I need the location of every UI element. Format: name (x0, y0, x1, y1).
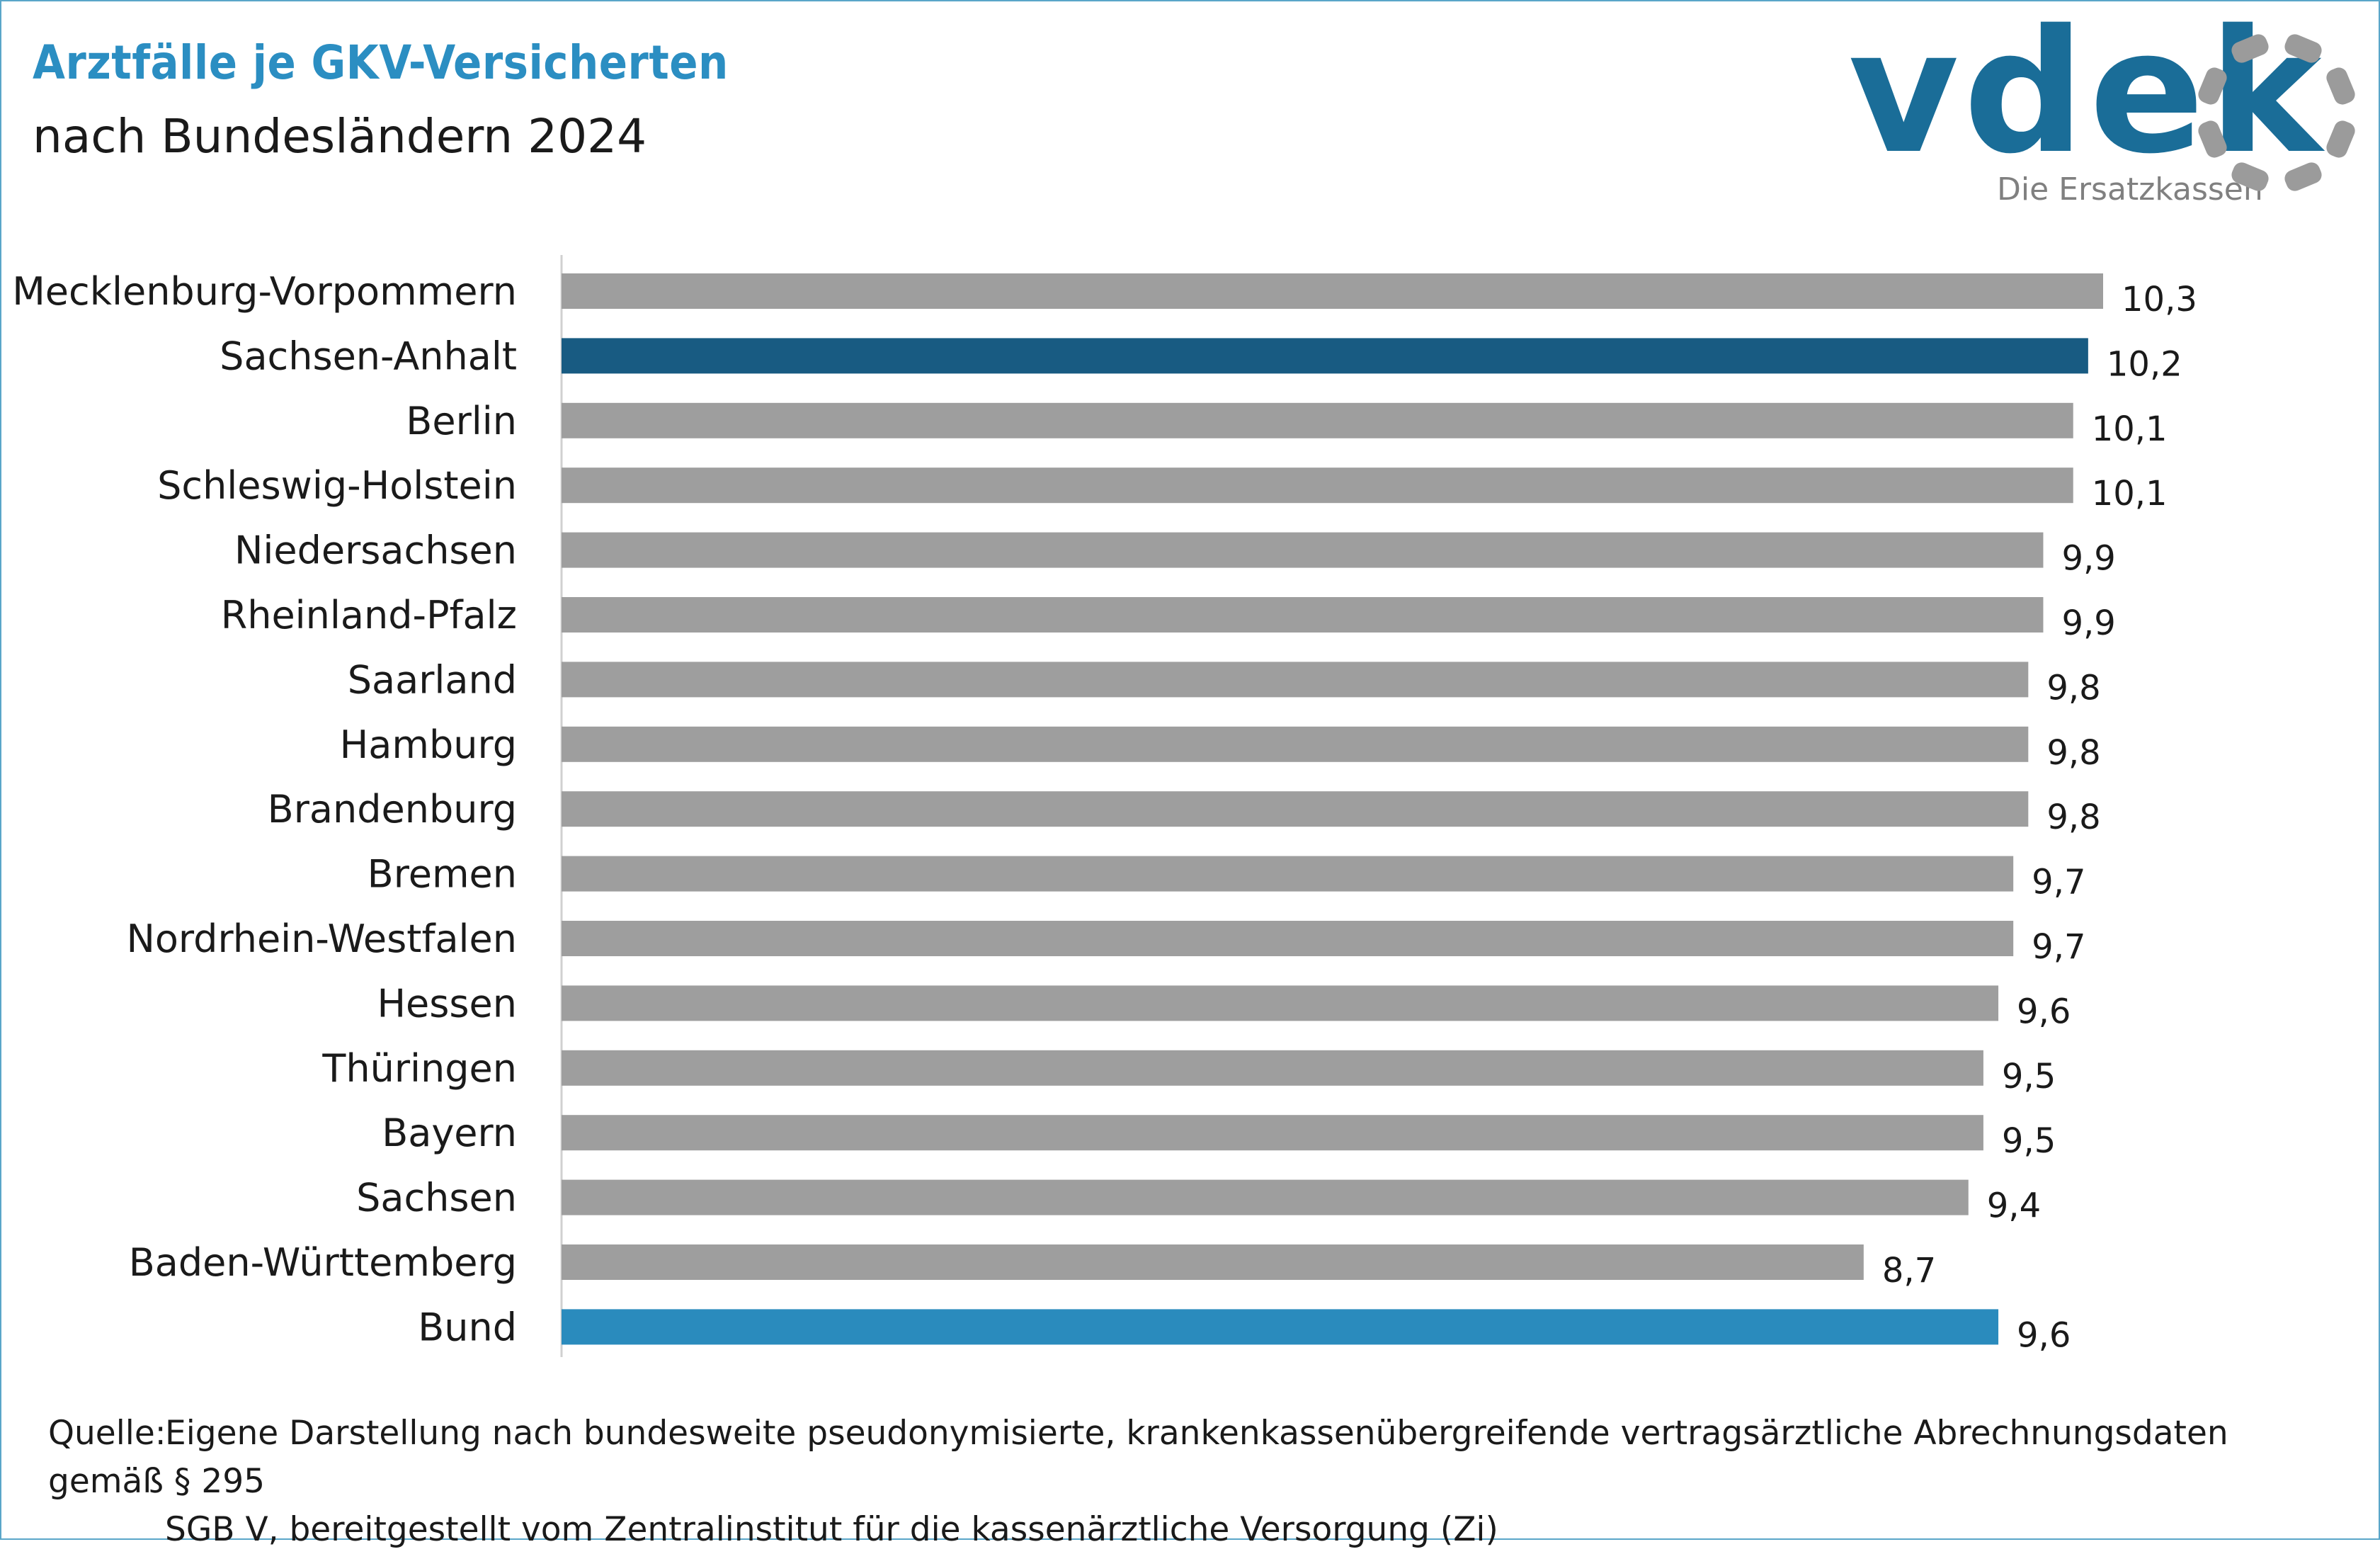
logo-tagline: Die Ersatzkassen (1997, 171, 2263, 208)
bar (562, 1050, 1983, 1086)
category-label: Baden-Württemberg (129, 1240, 517, 1285)
source-note: Quelle:Eigene Darstellung nach bundeswei… (48, 1410, 2342, 1554)
bar (562, 985, 1999, 1021)
bar (562, 338, 2088, 374)
category-label: Nordrhein-Westfalen (127, 917, 518, 961)
category-label: Rheinland-Pfalz (221, 593, 517, 637)
category-label: Sachsen-Anhalt (220, 334, 517, 378)
category-label: Bund (418, 1305, 517, 1349)
category-label: Hessen (377, 981, 517, 1026)
value-label: 9,8 (2046, 733, 2100, 773)
value-label: 10,1 (2092, 409, 2168, 449)
logo-ring-segment (2198, 67, 2227, 105)
bar (562, 467, 2073, 504)
category-label: Schleswig-Holstein (157, 463, 517, 508)
bar (562, 1309, 1999, 1345)
logo-ring-segment (2231, 34, 2269, 63)
bar (562, 921, 2014, 956)
value-label: 9,7 (2032, 863, 2085, 902)
category-label: Hamburg (340, 722, 517, 767)
logo-ring-segment (2198, 120, 2227, 158)
bar (562, 856, 2014, 892)
category-label: Brandenburg (268, 787, 517, 832)
bar (562, 662, 2029, 698)
value-label: 9,5 (2002, 1121, 2056, 1161)
bar (562, 726, 2029, 762)
category-label: Niedersachsen (234, 528, 517, 573)
value-label: 9,9 (2061, 539, 2115, 579)
bar (562, 532, 2044, 568)
bar (562, 791, 2029, 827)
category-label: Saarland (348, 657, 517, 702)
logo-ring-segment (2284, 162, 2322, 191)
logo-ring-segment (2326, 120, 2355, 158)
category-label: Bremen (368, 852, 517, 897)
logo-ring-segment (2231, 162, 2269, 191)
logo-ring-icon (2198, 34, 2355, 191)
vdek-logo: vdek Die Ersatzkassen (1834, 7, 2372, 208)
bar (562, 1244, 1864, 1280)
value-label: 9,6 (2017, 992, 2071, 1031)
bar (562, 273, 2103, 309)
value-label: 9,4 (1987, 1186, 2041, 1226)
category-label: Thüringen (321, 1046, 517, 1091)
value-label: 9,5 (2002, 1057, 2056, 1096)
bar (562, 402, 2073, 438)
source-line-2: SGB V, bereitgestellt vom Zentralinstitu… (165, 1510, 1498, 1549)
bar (562, 1115, 1983, 1151)
logo-ring-segment (2284, 34, 2322, 63)
value-label: 10,1 (2092, 474, 2168, 514)
bar (562, 1179, 1969, 1215)
chart-subtitle: nach Bundesländern 2024 (33, 109, 647, 164)
value-label: 10,3 (2122, 280, 2197, 319)
source-line-1: Eigene Darstellung nach bundesweite pseu… (48, 1414, 2228, 1501)
source-label: Quelle: (48, 1414, 166, 1453)
value-label: 9,7 (2032, 927, 2085, 967)
logo-ring-segment (2326, 67, 2355, 105)
value-label: 8,7 (1882, 1251, 1936, 1291)
value-label: 9,6 (2017, 1315, 2071, 1355)
chart-title: Arztfälle je GKV-Versicherten (33, 35, 729, 90)
value-label: 9,8 (2046, 668, 2100, 708)
value-label: 9,8 (2046, 798, 2100, 837)
category-label: Berlin (406, 399, 517, 443)
category-label: Mecklenburg-Vorpommern (12, 269, 517, 314)
value-label: 9,9 (2061, 603, 2115, 643)
category-label: Bayern (382, 1111, 517, 1155)
bar (562, 597, 2044, 633)
logo-wordmark: vdek (1848, 0, 2326, 191)
value-label: 10,2 (2107, 344, 2182, 384)
bar-chart: Mecklenburg-Vorpommern 10,3 Sachsen-Anhalt… (12, 255, 2197, 1357)
category-label: Sachsen (356, 1176, 517, 1220)
